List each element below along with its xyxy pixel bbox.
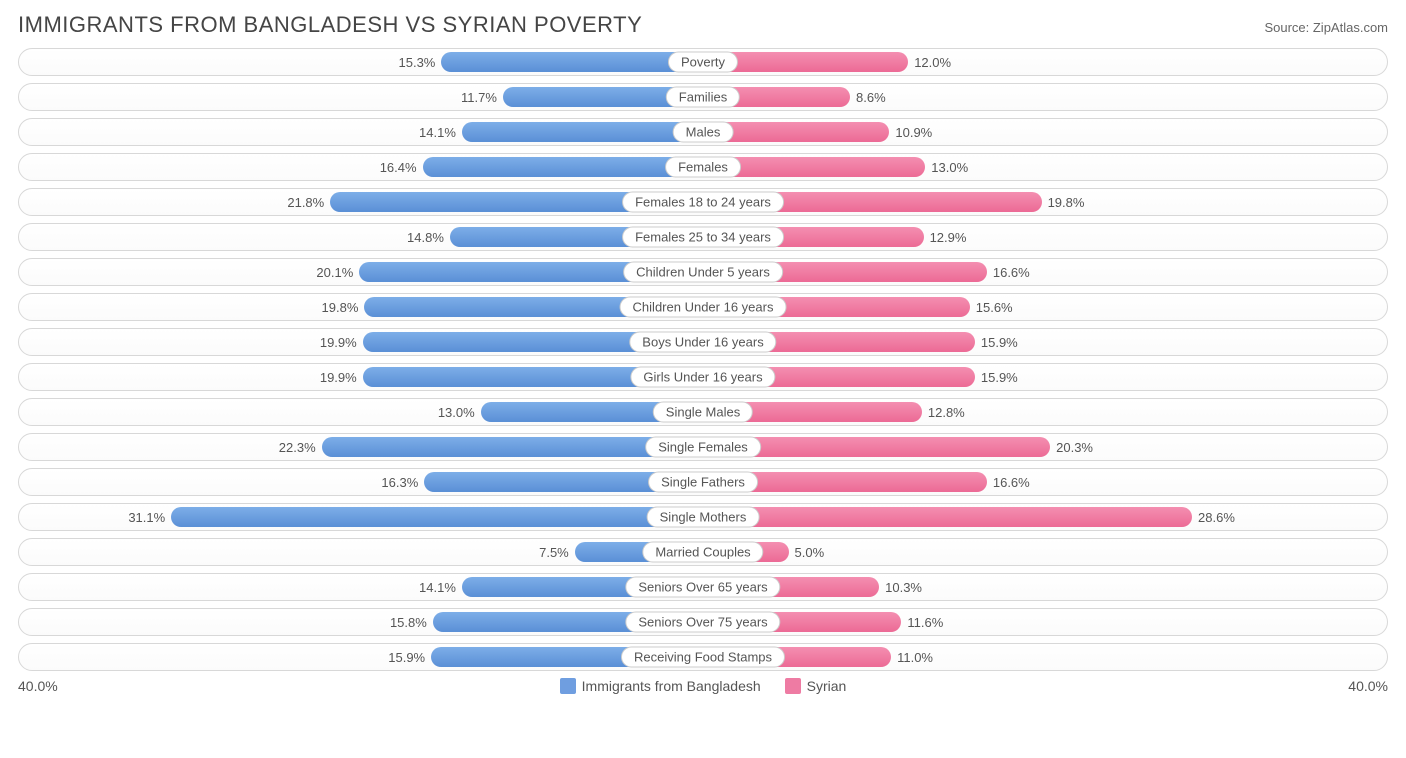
chart-row: 15.9% 11.0% Receiving Food Stamps (18, 643, 1388, 671)
value-right: 15.9% (975, 329, 1018, 355)
bar-right (703, 507, 1192, 527)
chart-row: 15.3% 12.0% Poverty (18, 48, 1388, 76)
chart-row: 14.1% 10.3% Seniors Over 65 years (18, 573, 1388, 601)
value-right: 11.6% (901, 609, 943, 635)
category-label: Receiving Food Stamps (621, 647, 785, 668)
category-label: Poverty (668, 52, 738, 73)
legend-swatch-right (785, 678, 801, 694)
category-label: Boys Under 16 years (629, 332, 776, 353)
value-left: 14.1% (419, 574, 462, 600)
chart-row: 14.8% 12.9% Females 25 to 34 years (18, 223, 1388, 251)
axis-max-right: 40.0% (1348, 678, 1388, 694)
chart-header: IMMIGRANTS FROM BANGLADESH VS SYRIAN POV… (18, 12, 1388, 38)
value-left: 31.1% (128, 504, 171, 530)
category-label: Seniors Over 65 years (625, 577, 780, 598)
chart-row: 19.8% 15.6% Children Under 16 years (18, 293, 1388, 321)
bar-left (171, 507, 703, 527)
value-left: 16.3% (381, 469, 424, 495)
value-right: 16.6% (987, 469, 1030, 495)
value-left: 15.9% (388, 644, 431, 670)
chart-row: 16.3% 16.6% Single Fathers (18, 468, 1388, 496)
value-right: 28.6% (1192, 504, 1235, 530)
value-right: 13.0% (925, 154, 968, 180)
category-label: Children Under 5 years (623, 262, 783, 283)
chart-row: 13.0% 12.8% Single Males (18, 398, 1388, 426)
chart-footer: 40.0% Immigrants from Bangladesh Syrian … (18, 678, 1388, 694)
value-left: 22.3% (279, 434, 322, 460)
value-right: 15.9% (975, 364, 1018, 390)
chart-row: 21.8% 19.8% Females 18 to 24 years (18, 188, 1388, 216)
category-label: Males (673, 122, 734, 143)
value-right: 12.9% (924, 224, 967, 250)
chart-row: 20.1% 16.6% Children Under 5 years (18, 258, 1388, 286)
category-label: Single Fathers (648, 472, 758, 493)
value-right: 11.0% (891, 644, 933, 670)
legend-swatch-left (560, 678, 576, 694)
chart-title: IMMIGRANTS FROM BANGLADESH VS SYRIAN POV… (18, 12, 642, 38)
category-label: Married Couples (642, 542, 763, 563)
diverging-bar-chart: 15.3%12.0%Poverty11.7%8.6%Families14.1%1… (18, 48, 1388, 671)
value-left: 19.8% (322, 294, 365, 320)
value-left: 19.9% (320, 364, 363, 390)
value-left: 15.8% (390, 609, 433, 635)
value-left: 11.7% (461, 84, 503, 110)
category-label: Single Females (645, 437, 761, 458)
value-left: 14.1% (419, 119, 462, 145)
value-right: 5.0% (789, 539, 825, 565)
value-left: 13.0% (438, 399, 481, 425)
chart-row: 19.9% 15.9% Girls Under 16 years (18, 363, 1388, 391)
value-left: 16.4% (380, 154, 423, 180)
chart-row: 14.1% 10.9% Males (18, 118, 1388, 146)
chart-row: 7.5% 5.0% Married Couples (18, 538, 1388, 566)
chart-legend: Immigrants from Bangladesh Syrian (560, 678, 847, 694)
category-label: Single Mothers (647, 507, 760, 528)
value-right: 12.8% (922, 399, 965, 425)
chart-row: 15.8% 11.6% Seniors Over 75 years (18, 608, 1388, 636)
category-label: Seniors Over 75 years (625, 612, 780, 633)
value-left: 7.5% (539, 539, 575, 565)
value-left: 20.1% (316, 259, 359, 285)
value-right: 15.6% (970, 294, 1013, 320)
value-right: 16.6% (987, 259, 1030, 285)
category-label: Children Under 16 years (620, 297, 787, 318)
chart-source: Source: ZipAtlas.com (1264, 20, 1388, 35)
legend-item-right: Syrian (785, 678, 847, 694)
axis-max-left: 40.0% (18, 678, 58, 694)
bar-left (423, 157, 703, 177)
value-left: 15.3% (399, 49, 442, 75)
value-right: 10.9% (889, 119, 932, 145)
legend-item-left: Immigrants from Bangladesh (560, 678, 761, 694)
category-label: Single Males (653, 402, 753, 423)
value-left: 19.9% (320, 329, 363, 355)
chart-row: 22.3% 20.3% Single Females (18, 433, 1388, 461)
category-label: Girls Under 16 years (630, 367, 775, 388)
value-right: 20.3% (1050, 434, 1093, 460)
value-left: 14.8% (407, 224, 450, 250)
value-right: 12.0% (908, 49, 951, 75)
category-label: Families (666, 87, 740, 108)
value-right: 8.6% (850, 84, 886, 110)
chart-row: 11.7% 8.6% Families (18, 83, 1388, 111)
legend-label-right: Syrian (807, 678, 847, 694)
value-left: 21.8% (287, 189, 330, 215)
category-label: Females 25 to 34 years (622, 227, 784, 248)
category-label: Females 18 to 24 years (622, 192, 784, 213)
chart-row: 16.4% 13.0% Females (18, 153, 1388, 181)
legend-label-left: Immigrants from Bangladesh (582, 678, 761, 694)
value-right: 10.3% (879, 574, 922, 600)
chart-row: 19.9% 15.9% Boys Under 16 years (18, 328, 1388, 356)
category-label: Females (665, 157, 741, 178)
value-right: 19.8% (1042, 189, 1085, 215)
bar-left (462, 122, 703, 142)
bar-left (441, 52, 703, 72)
chart-row: 31.1% 28.6% Single Mothers (18, 503, 1388, 531)
